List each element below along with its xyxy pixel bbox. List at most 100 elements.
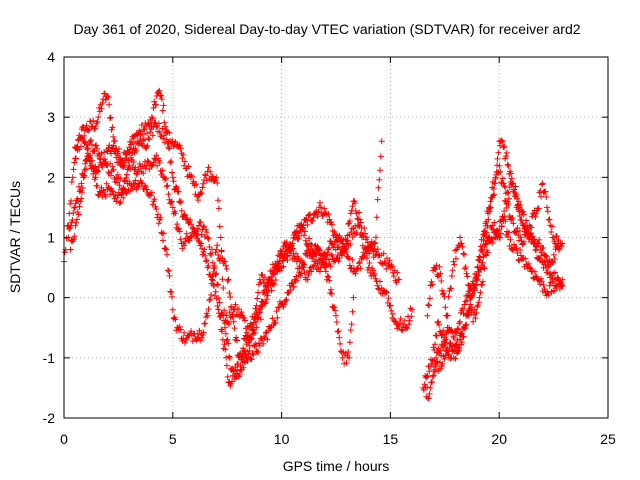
data-point: [87, 138, 94, 145]
data-point: [398, 326, 405, 333]
data-point: [452, 255, 459, 262]
data-point: [242, 317, 249, 324]
data-point: [77, 187, 84, 194]
data-point: [198, 240, 205, 247]
data-point: [556, 277, 563, 284]
data-point: [94, 168, 101, 175]
data-point: [97, 159, 104, 166]
data-point: [215, 295, 222, 302]
data-point: [168, 158, 175, 165]
data-point: [362, 245, 369, 252]
data-point: [554, 274, 561, 281]
data-point: [310, 214, 317, 221]
data-point: [485, 234, 492, 241]
data-point: [66, 226, 73, 233]
data-point: [207, 296, 214, 303]
data-point: [306, 235, 313, 242]
data-point: [258, 298, 265, 305]
data-point: [254, 295, 261, 302]
data-point: [198, 231, 205, 238]
data-point: [525, 260, 532, 267]
data-point: [325, 273, 332, 280]
data-point: [198, 334, 205, 341]
data-point: [79, 135, 86, 142]
data-point: [103, 180, 110, 187]
data-point: [439, 360, 446, 367]
data-point: [159, 125, 166, 132]
data-point: [219, 255, 226, 262]
data-point: [314, 260, 321, 267]
data-point: [463, 321, 470, 328]
data-point: [498, 137, 505, 144]
data-point: [329, 252, 336, 259]
data-point: [94, 167, 101, 174]
data-point: [261, 333, 268, 340]
data-point: [352, 200, 359, 207]
data-point: [222, 262, 229, 269]
data-point: [170, 178, 177, 185]
data-point: [543, 253, 550, 260]
data-point: [169, 306, 176, 313]
data-point: [269, 261, 276, 268]
data-point: [226, 353, 233, 360]
data-point: [149, 132, 156, 139]
data-point: [308, 241, 315, 248]
data-point: [426, 390, 433, 397]
data-point: [438, 332, 445, 339]
data-point: [240, 364, 247, 371]
data-point: [96, 155, 103, 162]
data-point: [375, 184, 382, 191]
data-point: [116, 182, 123, 189]
data-point: [212, 249, 219, 256]
data-point: [463, 297, 470, 304]
data-point: [322, 268, 329, 275]
data-point: [146, 166, 153, 173]
data-point: [155, 220, 162, 227]
data-point: [166, 145, 173, 152]
data-point: [148, 192, 155, 199]
data-point: [388, 261, 395, 268]
data-point: [247, 355, 254, 362]
data-point: [76, 188, 83, 195]
data-point: [223, 362, 230, 369]
data-point: [439, 331, 446, 338]
data-point: [155, 89, 162, 96]
data-point: [347, 210, 354, 217]
data-point: [142, 183, 149, 190]
data-point: [148, 189, 155, 196]
data-point: [263, 289, 270, 296]
data-point: [480, 253, 487, 260]
data-point: [179, 155, 186, 162]
data-point: [436, 321, 443, 328]
data-point: [365, 264, 372, 271]
data-point: [92, 123, 99, 130]
data-point: [301, 261, 308, 268]
data-point: [173, 185, 180, 192]
data-point: [529, 268, 536, 275]
data-point: [478, 246, 485, 253]
data-point: [426, 368, 433, 375]
x-tick-label: 25: [600, 431, 616, 447]
data-point: [241, 314, 248, 321]
data-point: [120, 163, 127, 170]
data-point: [214, 281, 221, 288]
data-point: [513, 228, 520, 235]
data-point: [185, 220, 192, 227]
data-point: [349, 234, 356, 241]
data-point: [114, 152, 121, 159]
data-point: [491, 180, 498, 187]
data-point: [256, 342, 263, 349]
data-point: [255, 314, 262, 321]
data-point: [432, 266, 439, 273]
data-point: [152, 101, 159, 108]
data-point: [553, 233, 560, 240]
data-point: [121, 162, 128, 169]
data-point: [160, 102, 167, 109]
data-point: [386, 257, 393, 264]
data-point: [479, 259, 486, 266]
data-point: [268, 277, 275, 284]
data-point: [222, 330, 229, 337]
data-point: [482, 241, 489, 248]
data-point: [134, 171, 141, 178]
data-point: [492, 176, 499, 183]
